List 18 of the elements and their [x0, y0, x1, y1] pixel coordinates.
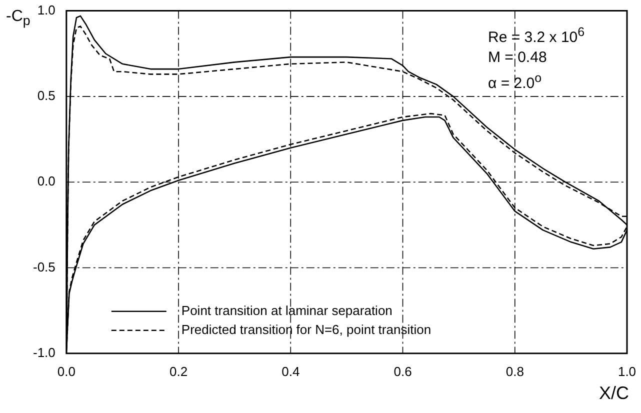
annotation: M = 0.48	[488, 48, 548, 68]
y-axis-title: -C$_{p}$	[6, 8, 30, 28]
x-tick-label: 0.2	[169, 364, 188, 379]
x-axis-title: X/C	[598, 383, 629, 404]
x-tick-label: 1.0	[618, 364, 636, 379]
legend-label: Predicted transition for N=6, point transition	[181, 322, 432, 337]
annotation: Re = 3.2 x 10$^{6}$	[488, 24, 585, 48]
legend-label: Point transition at laminar separation	[181, 302, 392, 318]
y-tick-label: -0.5	[32, 259, 56, 274]
x-tick-label: 0.8	[506, 364, 524, 379]
y-tick-label: 0.5	[37, 88, 56, 104]
x-tick-label: 0.0	[57, 364, 76, 379]
x-tick-label: 0.6	[394, 364, 412, 379]
y-tick-label: 0.0	[37, 174, 56, 189]
y-tick-label: 1.0	[37, 2, 56, 18]
y-tick-label: -1.0	[32, 344, 56, 360]
annotation: α = 2.0$^{o}$	[488, 70, 543, 94]
x-tick-label: 0.4	[282, 364, 300, 379]
